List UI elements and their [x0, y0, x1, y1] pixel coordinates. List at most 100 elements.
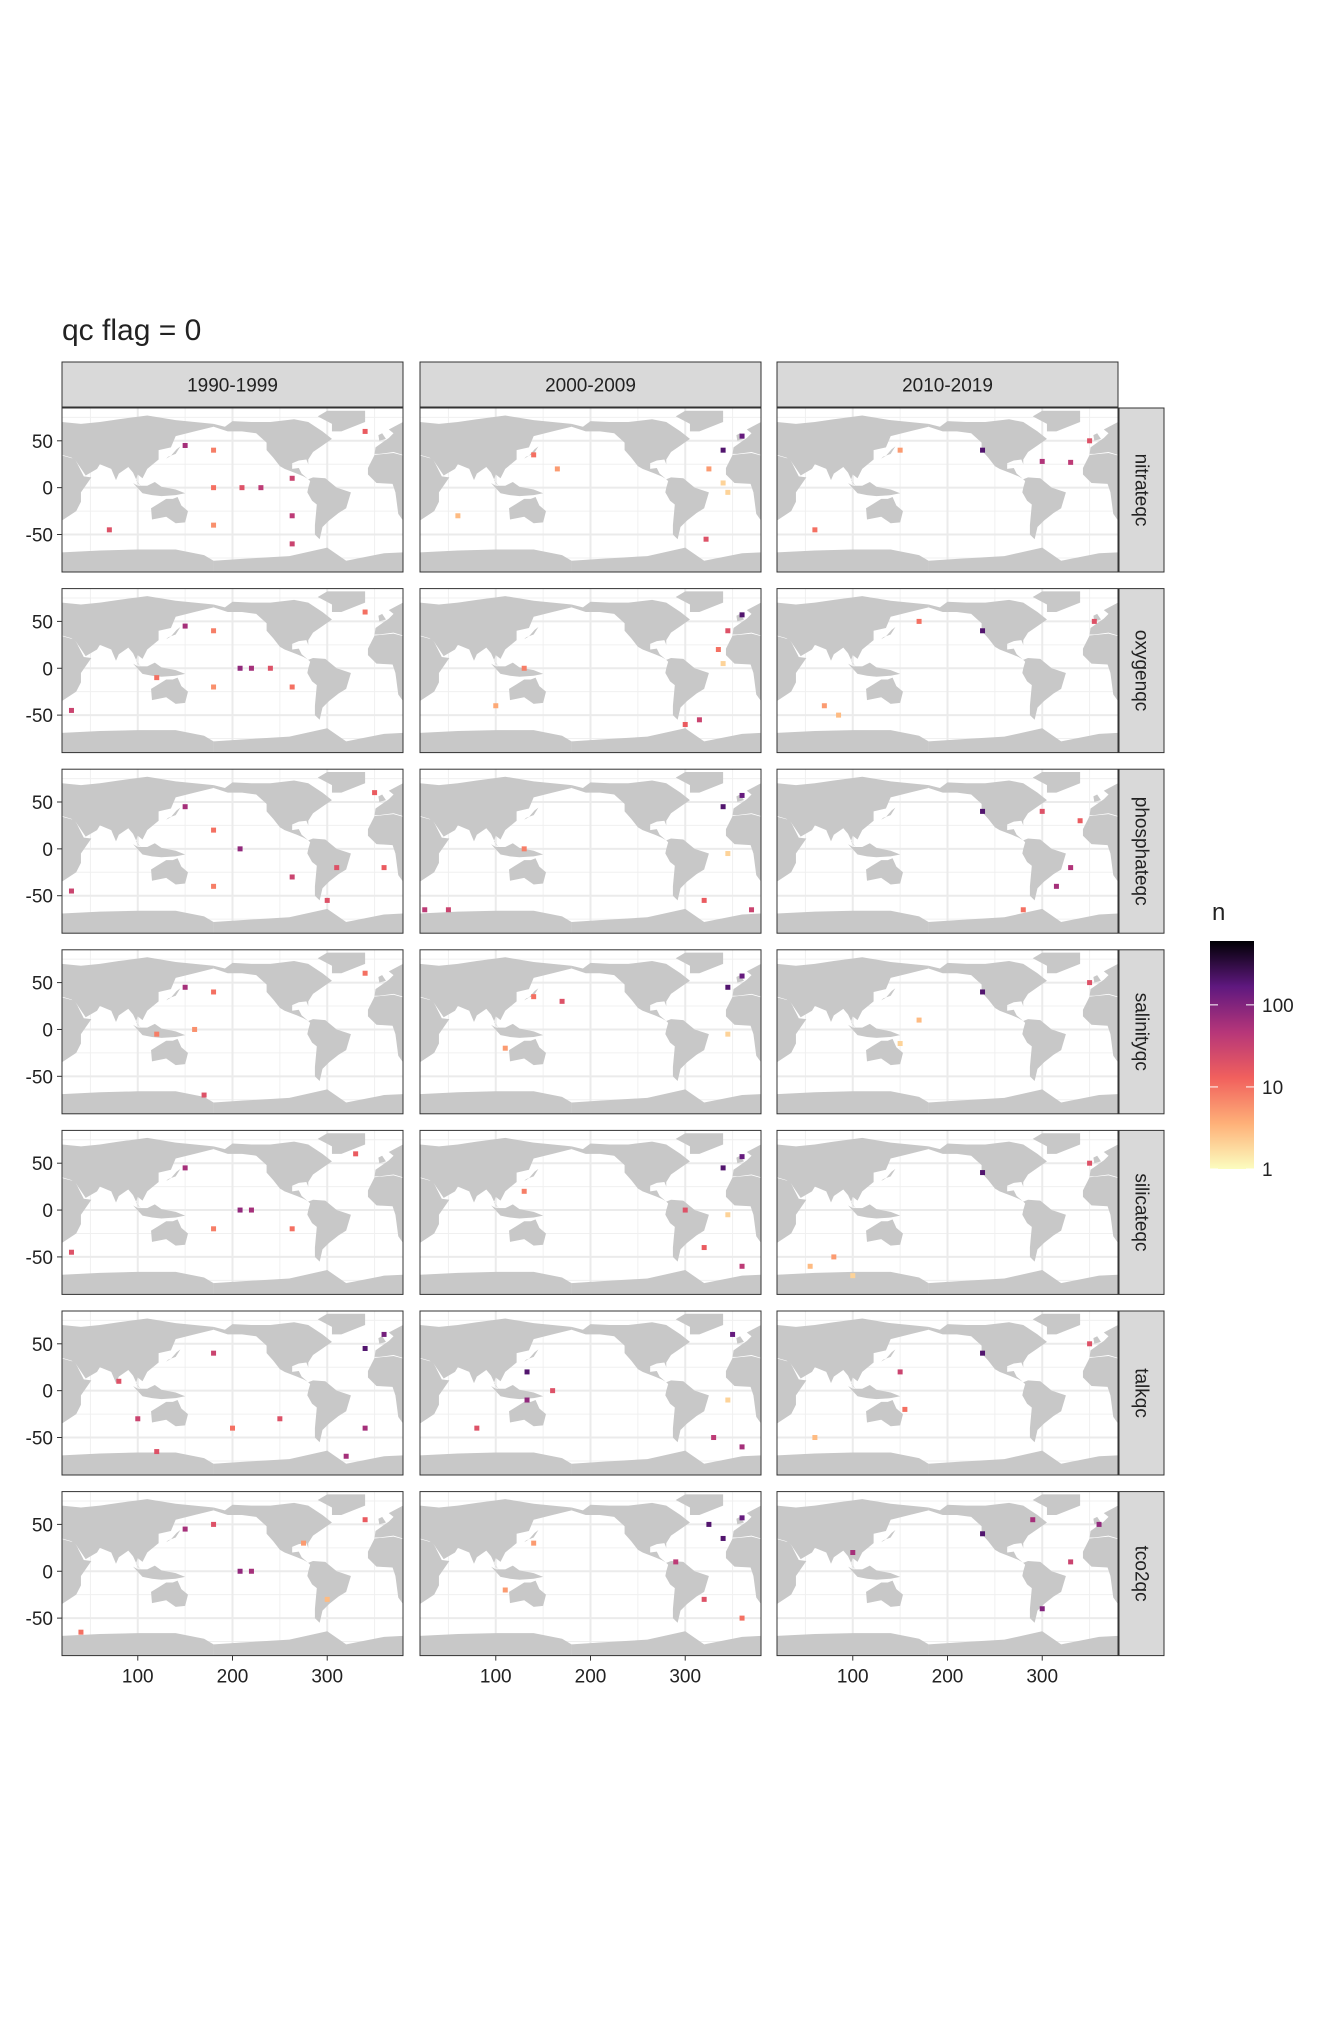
panel — [62, 408, 403, 572]
x-tick-label: 300 — [669, 1667, 701, 1688]
land — [307, 1560, 351, 1623]
land — [928, 1270, 1118, 1295]
row-strip — [1118, 1129, 1165, 1295]
row-label: tco2qc — [1131, 1546, 1152, 1602]
land — [317, 591, 366, 613]
land — [732, 783, 761, 817]
data-tile — [980, 628, 986, 634]
land — [420, 1177, 450, 1243]
land — [491, 1565, 544, 1580]
land — [374, 1505, 403, 1539]
data-tile — [211, 1521, 217, 1527]
land — [675, 952, 724, 974]
data-tile — [550, 1388, 556, 1394]
data-tile — [211, 1350, 217, 1356]
land — [1222, 446, 1236, 458]
data-tile — [192, 1026, 198, 1032]
land — [675, 1494, 724, 1516]
land — [1082, 452, 1118, 521]
land — [928, 908, 1118, 934]
land — [62, 1091, 214, 1114]
data-tile — [493, 703, 499, 709]
data-tile — [1068, 865, 1074, 871]
land — [378, 433, 386, 441]
land — [1093, 794, 1101, 802]
land — [1089, 783, 1118, 817]
land — [420, 636, 450, 702]
land — [736, 1516, 744, 1525]
land — [1207, 858, 1244, 884]
land — [133, 482, 186, 497]
data-tile — [725, 489, 731, 495]
data-tile — [182, 804, 188, 810]
land — [777, 415, 929, 487]
data-tile — [554, 466, 560, 472]
land — [1207, 1219, 1244, 1245]
land — [1082, 1175, 1118, 1243]
y-tick-label: 0 — [42, 1562, 53, 1583]
land — [1032, 772, 1081, 793]
column-strip — [776, 361, 1119, 408]
land — [777, 1499, 929, 1571]
land — [881, 627, 896, 640]
data-tile — [701, 897, 707, 903]
data-tile — [289, 541, 295, 547]
land — [928, 419, 1047, 481]
data-tile — [696, 717, 702, 723]
x-tick-label: 200 — [575, 1667, 607, 1688]
panel — [777, 949, 1118, 1114]
land — [725, 814, 761, 882]
panel-border — [61, 1129, 404, 1295]
land — [151, 1038, 188, 1066]
panel-border — [776, 588, 1119, 754]
land — [62, 1499, 214, 1571]
land — [1089, 1144, 1118, 1178]
land — [524, 446, 539, 459]
land — [777, 1177, 807, 1243]
land — [367, 633, 403, 702]
data-tile — [980, 989, 986, 995]
land — [1032, 410, 1081, 432]
x-tick-label: 200 — [217, 1667, 249, 1688]
land — [509, 497, 546, 524]
land — [166, 1530, 181, 1543]
data-tile — [248, 665, 254, 671]
data-tile — [1020, 907, 1026, 913]
data-tile — [980, 1170, 986, 1176]
land — [732, 422, 761, 455]
data-tile — [812, 1435, 818, 1441]
land — [420, 596, 572, 668]
land — [307, 1380, 351, 1443]
land — [866, 1580, 903, 1607]
land — [213, 599, 332, 661]
data-tile — [521, 665, 527, 671]
land — [1189, 482, 1241, 496]
land — [307, 1199, 351, 1262]
data-tile — [559, 998, 565, 1004]
data-tile — [739, 1263, 745, 1269]
y-tick-label: 50 — [32, 793, 53, 814]
land — [307, 1019, 351, 1081]
data-tile — [720, 661, 726, 667]
data-tile — [980, 1350, 986, 1356]
y-tick-label: 50 — [32, 612, 53, 633]
land — [317, 1133, 366, 1154]
data-tile — [381, 865, 387, 871]
land — [133, 662, 186, 677]
land — [1189, 1566, 1241, 1580]
data-tile — [812, 527, 818, 533]
data-tile — [343, 1453, 349, 1459]
land — [166, 807, 181, 820]
land — [571, 780, 690, 842]
data-tile — [711, 1435, 717, 1441]
land — [725, 994, 761, 1063]
legend-title: n — [1212, 899, 1225, 926]
data-tile — [739, 433, 745, 439]
panel-border — [61, 407, 404, 573]
data-tile — [1068, 1559, 1074, 1565]
land — [732, 963, 761, 997]
data-tile — [524, 1369, 530, 1375]
land — [151, 1580, 188, 1607]
land — [1207, 678, 1244, 704]
